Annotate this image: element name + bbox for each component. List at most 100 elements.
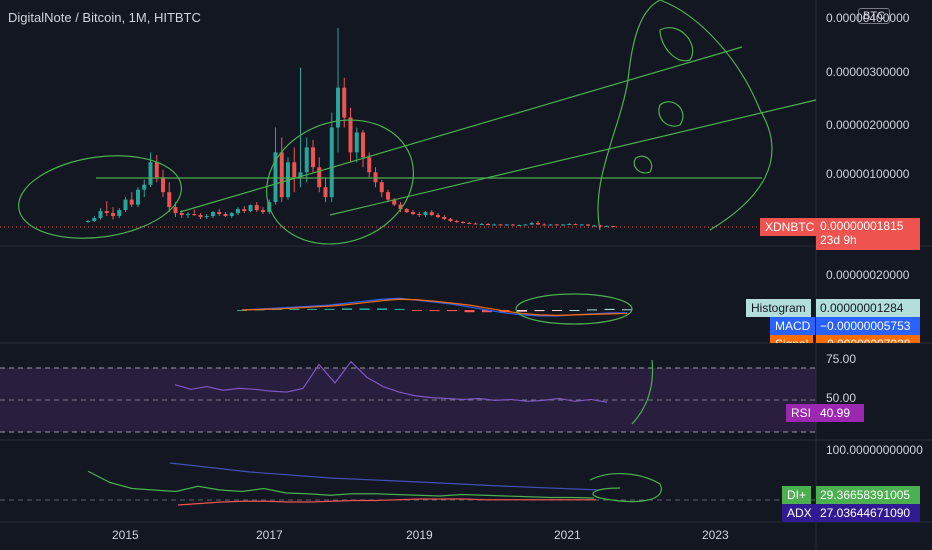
candle-body — [461, 222, 465, 224]
candle-body — [123, 199, 128, 211]
drawing-trendline-upper — [179, 46, 743, 213]
candle-body — [98, 211, 103, 219]
candle-body — [317, 167, 322, 188]
candle-body — [217, 212, 222, 215]
candle-body — [304, 147, 309, 173]
candle-body — [211, 212, 215, 217]
candle-body — [398, 204, 403, 210]
candle-body — [386, 192, 390, 200]
macd-histogram-bar — [429, 310, 440, 312]
candle-body — [236, 209, 240, 214]
candle-body — [342, 87, 347, 118]
candle-body — [323, 187, 328, 198]
candle-body — [511, 224, 515, 226]
macd-histogram-bar — [534, 310, 545, 312]
macd-group — [237, 297, 632, 317]
candles-group — [86, 27, 615, 228]
candle-body — [192, 214, 197, 216]
dmi-group — [87, 462, 601, 506]
candle-body — [354, 132, 359, 153]
drawing-ellipse-2017 — [265, 119, 415, 245]
macd-histogram-bar — [447, 310, 457, 312]
macd-histogram-bar — [482, 310, 492, 313]
price-axis-label: 0.00000300000 — [826, 65, 910, 79]
adx-line — [177, 498, 597, 506]
adx-label: ADX — [782, 504, 817, 522]
signal-line — [241, 298, 628, 316]
adx-value: 27.03644671090 — [816, 504, 920, 522]
candle-body — [423, 212, 428, 216]
macd-histogram-bar — [237, 310, 247, 311]
candle-body — [529, 223, 534, 225]
candle-body — [229, 213, 234, 217]
candle-body — [348, 117, 353, 153]
candle-body — [104, 211, 109, 214]
candle-body — [92, 218, 97, 222]
rsi-label: RSI — [786, 404, 817, 422]
macd-label: MACD — [770, 317, 816, 335]
candle-body — [298, 172, 303, 178]
price-axis-label: 0.00000400000 — [826, 11, 910, 25]
macd-axis-label: 0.00000020000 — [826, 268, 910, 282]
candle-body — [586, 224, 590, 226]
candle-body — [86, 221, 90, 223]
candle-body — [611, 226, 615, 228]
candle-body — [592, 225, 597, 227]
di-plus-line — [87, 470, 595, 499]
drawing-curve-shape — [597, 0, 773, 231]
candle-body — [292, 162, 297, 178]
time-axis-label: 2017 — [256, 528, 283, 542]
candle-body — [329, 127, 334, 198]
drawing-small-loop-1 — [659, 27, 694, 62]
macd-value: −0.00000005753 — [816, 317, 920, 335]
candle-body — [467, 223, 472, 225]
candle-body — [367, 157, 372, 173]
price-axis-label: 0.00000200000 — [826, 118, 910, 132]
candle-body — [361, 132, 365, 158]
di-minus-line — [169, 462, 601, 491]
candle-body — [454, 221, 459, 223]
candle-body — [536, 223, 540, 225]
candle-body — [198, 215, 203, 218]
candle-body — [492, 224, 497, 226]
dmi-axis-label: 100.00000000000 — [826, 443, 923, 457]
candle-body — [179, 213, 184, 216]
candle-body — [167, 192, 172, 208]
candle-body — [486, 224, 490, 226]
candle-body — [254, 205, 259, 211]
currency-badge[interactable]: BTC — [858, 8, 890, 24]
rsi-value: 40.99 — [816, 404, 864, 422]
rsi-axis-label: 75.00 — [826, 352, 857, 366]
last-price-tag: 0.00000001815 23d 9h — [816, 218, 920, 250]
candle-body — [579, 224, 584, 226]
signal-value: −0.00000007038 — [816, 335, 920, 343]
candle-body — [173, 207, 178, 214]
candle-body — [379, 182, 384, 193]
trend-drawings[interactable] — [13, 0, 817, 503]
candle-body — [604, 226, 609, 228]
candle-body — [523, 224, 528, 226]
candle-body — [111, 213, 115, 217]
macd-histogram-bar — [342, 308, 352, 310]
candle-body — [567, 224, 572, 226]
macd-histogram-bar — [307, 308, 317, 310]
candle-body — [411, 212, 415, 215]
macd-histogram-bar — [622, 309, 632, 311]
plot-area — [0, 0, 816, 550]
candle-body — [186, 214, 190, 216]
candle-body — [429, 212, 434, 216]
di-plus-value: 29.36658391005 — [816, 486, 920, 504]
histogram-label: Histogram — [746, 299, 811, 317]
candle-body — [117, 210, 122, 217]
time-axis-label: 2015 — [112, 528, 139, 542]
macd-histogram-bar — [377, 308, 387, 310]
drawing-rsi-curve — [631, 359, 654, 425]
candle-body — [554, 224, 559, 226]
candle-body — [279, 152, 284, 198]
symbol-tag: XDNBTC — [760, 218, 820, 236]
candle-body — [548, 224, 553, 226]
candle-body — [261, 210, 265, 213]
price-axis-label: 0.00000100000 — [826, 167, 910, 181]
